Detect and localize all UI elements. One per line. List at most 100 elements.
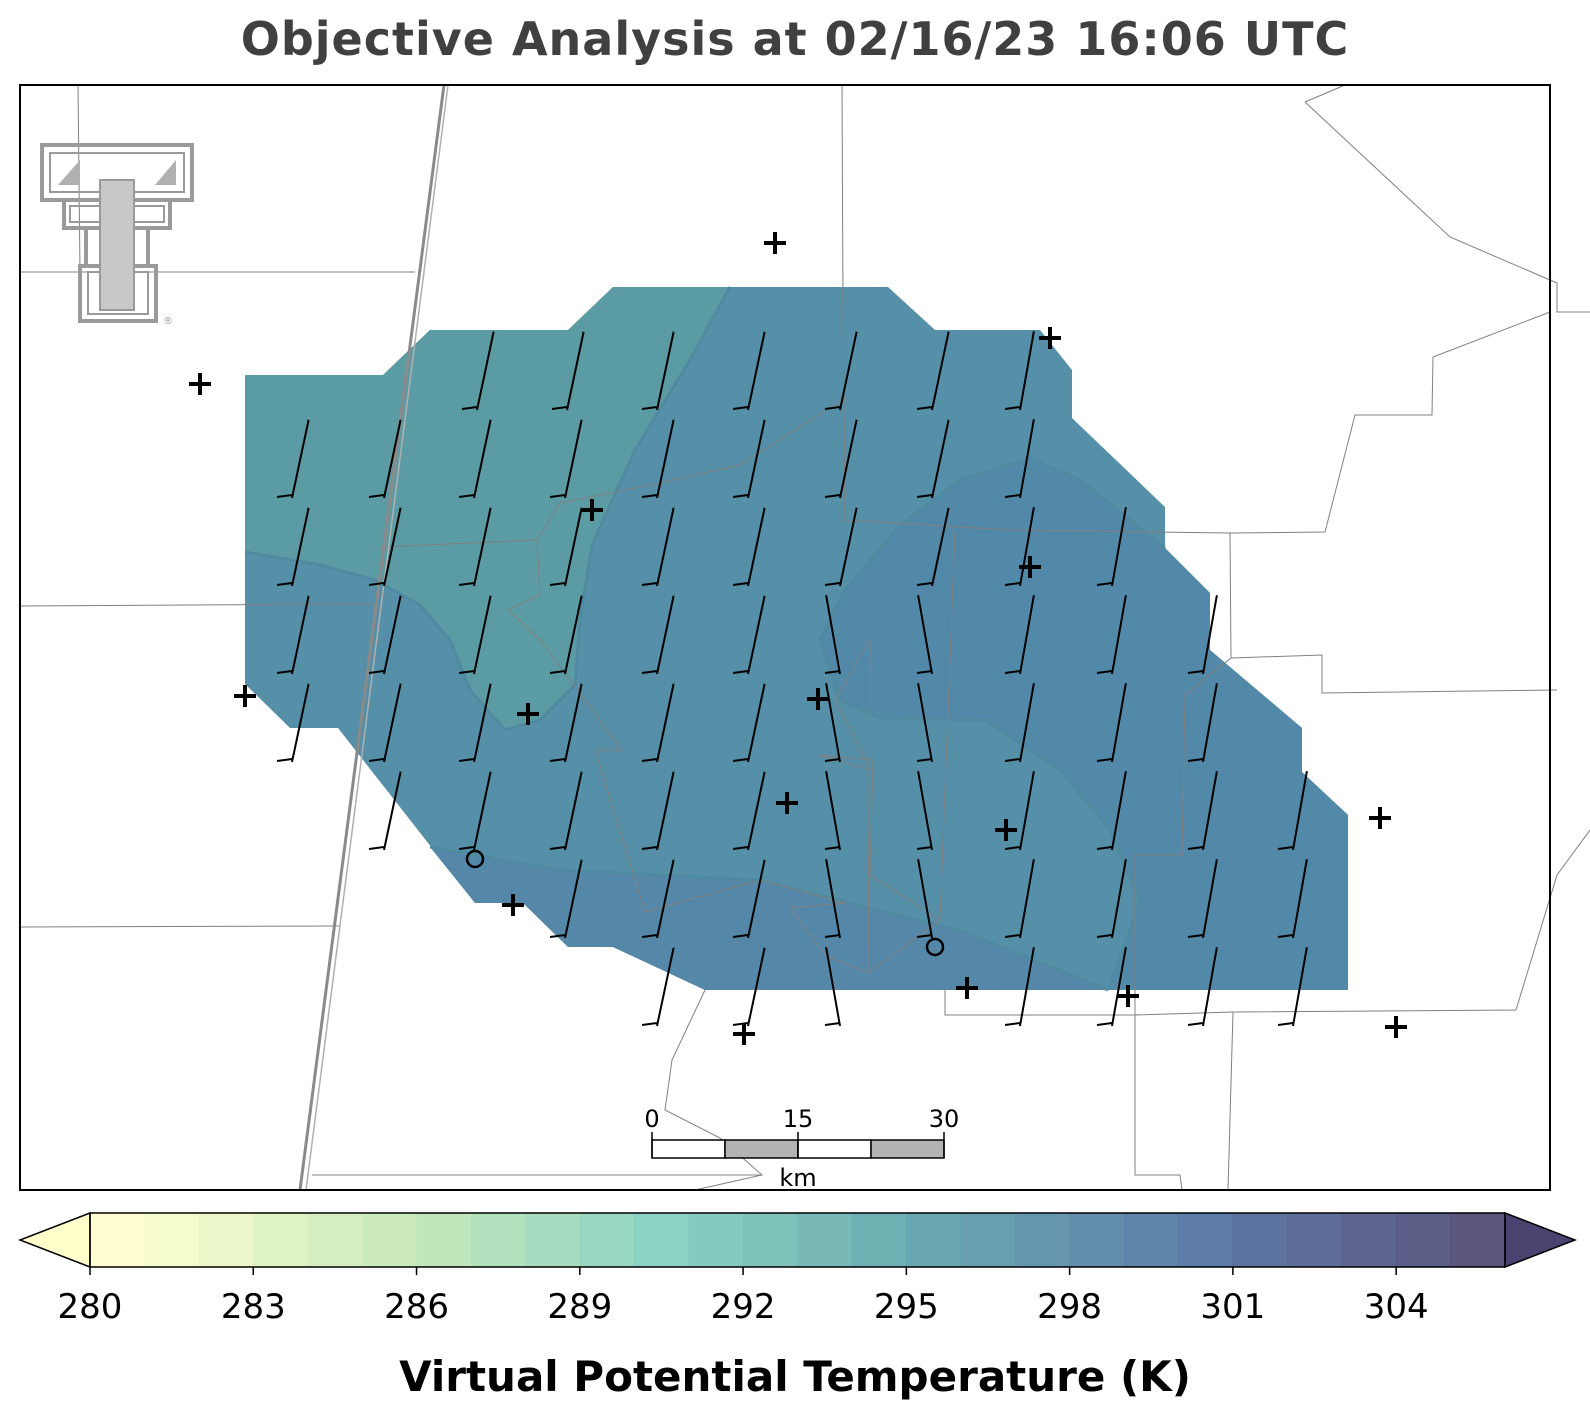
county-line bbox=[664, 989, 764, 1191]
station-plus-marker bbox=[995, 819, 1017, 841]
wind-barb bbox=[1004, 595, 1035, 675]
wind-barb bbox=[551, 331, 585, 411]
wind-barb bbox=[824, 419, 858, 499]
registered-mark: ® bbox=[163, 316, 173, 327]
colorbar-tick-label: 289 bbox=[547, 1287, 612, 1327]
colorbar: 280 283 286 289 292 295 298 301 304 bbox=[17, 1211, 1578, 1327]
wind-barb bbox=[549, 859, 583, 939]
wind-barb bbox=[276, 419, 310, 499]
wind-barb bbox=[641, 507, 675, 587]
wind-barb bbox=[1187, 771, 1218, 851]
station-plus-marker bbox=[1019, 556, 1041, 578]
wind-barb bbox=[824, 683, 841, 763]
colorbar-extend-low bbox=[17, 1211, 91, 1269]
station-plus-marker bbox=[764, 232, 786, 254]
map-title: Objective Analysis at 02/16/23 16:06 UTC bbox=[240, 12, 1350, 66]
colorbar-bin bbox=[688, 1213, 744, 1267]
station-plus-marker bbox=[1385, 1016, 1407, 1038]
contour-line bbox=[818, 456, 1166, 641]
wind-barb bbox=[732, 683, 766, 763]
colorbar-bin bbox=[198, 1213, 254, 1267]
wind-barb bbox=[461, 331, 495, 411]
wind-barb bbox=[916, 771, 933, 851]
county-line bbox=[1227, 1011, 1234, 1191]
colorbar-bin bbox=[1287, 1213, 1343, 1267]
analysis-warm-region bbox=[820, 458, 1348, 990]
scale-label-15: 15 bbox=[783, 1105, 814, 1133]
wind-barb bbox=[1096, 683, 1127, 763]
colorbar-bin bbox=[1450, 1213, 1506, 1267]
station-plus-marker bbox=[776, 792, 798, 814]
colorbar-bin bbox=[144, 1213, 200, 1267]
colorbar-tick-label: 280 bbox=[58, 1287, 123, 1327]
station-circle-marker bbox=[465, 849, 485, 869]
colorbar-bin bbox=[743, 1213, 798, 1267]
map-frame bbox=[19, 84, 1551, 1191]
wind-barb bbox=[916, 859, 933, 939]
wind-barb bbox=[368, 507, 402, 587]
station-plus-marker bbox=[517, 703, 539, 725]
wind-barb bbox=[1277, 947, 1308, 1027]
analysis-cool-region bbox=[245, 287, 730, 730]
station-plus-marker bbox=[956, 977, 978, 999]
wind-barb bbox=[549, 419, 583, 499]
wind-barb bbox=[549, 683, 583, 763]
wind-barb bbox=[1277, 771, 1308, 851]
station-plus-marker bbox=[1039, 327, 1061, 349]
wind-barbs bbox=[276, 331, 1308, 1027]
colorbar-bin bbox=[960, 1213, 1016, 1267]
state-border bbox=[298, 84, 449, 1191]
colorbar-bin bbox=[1396, 1213, 1452, 1267]
station-plus-marker bbox=[1117, 985, 1139, 1007]
station-plus-marker bbox=[189, 373, 211, 395]
wind-barb bbox=[368, 771, 402, 851]
wind-barb bbox=[1004, 331, 1035, 411]
wind-barb bbox=[824, 771, 841, 851]
wind-barb bbox=[916, 507, 950, 587]
station-circle-marker bbox=[925, 937, 945, 957]
colorbar-bin bbox=[1069, 1213, 1125, 1267]
wind-barb bbox=[549, 507, 583, 587]
wind-barb bbox=[916, 419, 950, 499]
colorbar-bin bbox=[579, 1213, 635, 1267]
wind-barb bbox=[458, 771, 492, 851]
colorbar-frame bbox=[89, 1212, 1506, 1268]
colorbar-bin bbox=[1341, 1213, 1397, 1267]
station-plus-marker bbox=[234, 685, 256, 707]
wind-barb bbox=[1187, 595, 1218, 675]
wind-barb bbox=[458, 683, 492, 763]
wind-barb bbox=[824, 507, 858, 587]
wind-barb bbox=[1187, 683, 1218, 763]
wind-barb bbox=[641, 331, 675, 411]
scale-unit: km bbox=[779, 1164, 816, 1192]
wind-barb bbox=[1187, 859, 1218, 939]
station-markers bbox=[189, 232, 1407, 1045]
scale-label-30: 30 bbox=[929, 1105, 960, 1133]
colorbar-bin bbox=[416, 1213, 472, 1267]
state-border-line bbox=[298, 84, 446, 1191]
station-plus-marker bbox=[581, 499, 603, 521]
state-border-line bbox=[305, 84, 449, 1191]
wind-barb bbox=[368, 683, 402, 763]
colorbar-tick-label: 286 bbox=[384, 1287, 449, 1327]
wind-barb bbox=[641, 683, 675, 763]
wind-barb bbox=[458, 507, 492, 587]
wind-barb bbox=[1004, 947, 1035, 1027]
wind-barb bbox=[824, 595, 841, 675]
wind-barb bbox=[916, 683, 933, 763]
colorbar-bin bbox=[906, 1213, 962, 1267]
wind-barb bbox=[368, 595, 402, 675]
colorbar-tick-label: 301 bbox=[1200, 1287, 1265, 1327]
wind-barb bbox=[916, 331, 950, 411]
colorbar-bin bbox=[1124, 1213, 1179, 1267]
wind-barb bbox=[1004, 507, 1035, 587]
wind-barb bbox=[732, 507, 766, 587]
colorbar-bin bbox=[634, 1213, 690, 1267]
county-line bbox=[1134, 532, 1232, 1191]
county-line bbox=[817, 638, 941, 974]
wind-barb bbox=[276, 507, 310, 587]
county-line bbox=[1230, 654, 1558, 694]
station-plus-marker bbox=[502, 894, 524, 916]
colorbar-bin bbox=[797, 1213, 853, 1267]
